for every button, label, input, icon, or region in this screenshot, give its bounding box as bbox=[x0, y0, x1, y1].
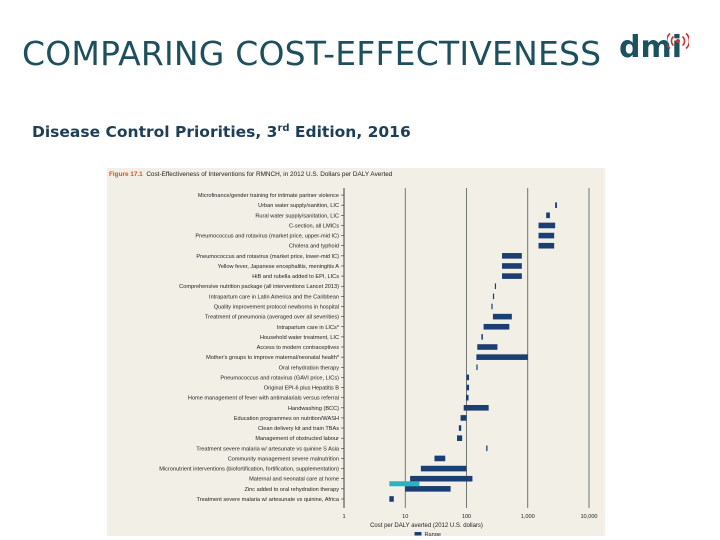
range-bar-11 bbox=[491, 303, 493, 310]
slide-subtitle: Disease Control Priorities, 3rd Edition,… bbox=[32, 123, 411, 141]
category-label-13: Intrapartum care in LICs* bbox=[277, 325, 340, 331]
category-label-26: Community management severe malnutrition bbox=[228, 456, 339, 462]
category-label-2: Rural water supply/sanitation, LIC bbox=[255, 213, 339, 219]
cost-effectiveness-chart: Microfinance/gender training for intimat… bbox=[159, 188, 598, 536]
range-bar-24 bbox=[457, 435, 463, 441]
category-label-11: Quality improvement protocol newborns in… bbox=[214, 304, 339, 310]
category-label-15: Access to modern contraceptives bbox=[257, 345, 340, 351]
category-label-30: Treatment severe malaria w/ artesunate v… bbox=[197, 497, 340, 503]
category-label-18: Pneumococcus and rotavirus (GAVI price, … bbox=[220, 375, 339, 381]
range-bar-29 bbox=[405, 486, 451, 492]
subtitle-main: Disease Control Priorities, 3 bbox=[32, 123, 278, 142]
category-label-6: Pneumococcus and rotavirus (market price… bbox=[196, 254, 339, 260]
x-tick-label-2: 100 bbox=[462, 514, 471, 520]
category-label-0: Microfinance/gender training for intimat… bbox=[198, 193, 339, 199]
legend-label: Range bbox=[425, 532, 441, 536]
range-bar-16 bbox=[476, 354, 528, 360]
category-label-1: Urban water supply/sanition, LIC bbox=[258, 203, 339, 209]
range-bar-22 bbox=[460, 415, 467, 421]
range-bar-21 bbox=[463, 404, 489, 411]
category-label-22: Education programmes on nutrition/WASH bbox=[234, 416, 339, 422]
slide-title: COMPARING COST-EFFECTIVENESS bbox=[22, 34, 602, 73]
dmi-logo: dmi bbox=[619, 30, 683, 65]
range-bar-15 bbox=[477, 344, 498, 350]
category-label-9: Comprehensive nutrition package (all int… bbox=[179, 284, 339, 290]
category-label-5: Cholera and typhoid bbox=[289, 244, 339, 250]
figure-caption-text: Cost-Effectiveness of Interventions for … bbox=[146, 171, 393, 178]
range-bar-23 bbox=[458, 425, 462, 431]
category-label-3: C-section, all LMICs bbox=[289, 223, 339, 229]
category-label-10: Intrapartum care in Latin America and th… bbox=[209, 294, 339, 300]
category-label-29: Zinc added to oral rehydration therapy bbox=[244, 487, 339, 493]
category-label-16: Mother's groups to improve maternal/neon… bbox=[206, 355, 340, 361]
range-bar-3 bbox=[538, 222, 556, 229]
x-tick-label-1: 10 bbox=[402, 514, 408, 520]
range-bar-17 bbox=[476, 364, 478, 371]
range-bar-28 bbox=[410, 475, 473, 482]
range-bar-12 bbox=[492, 313, 512, 320]
legend-swatch bbox=[414, 532, 422, 536]
category-label-24: Management of obstructed labour bbox=[255, 436, 339, 442]
range-bar-6 bbox=[502, 253, 522, 259]
range-bar-9 bbox=[494, 283, 497, 290]
range-bar-7 bbox=[502, 263, 522, 269]
broadcast-icon bbox=[667, 32, 689, 50]
range-bar-19 bbox=[466, 384, 470, 391]
range-bar-2 bbox=[546, 212, 550, 219]
x-tick-label-0: 1 bbox=[342, 514, 345, 520]
range-bar-10 bbox=[492, 293, 495, 300]
category-label-14: Household water treatment, LIC bbox=[260, 335, 339, 341]
category-label-8: HiB and rubella added to EPI, LICs bbox=[252, 274, 339, 280]
range-bar-8 bbox=[502, 273, 522, 279]
range-bar-4 bbox=[538, 232, 555, 239]
category-label-21: Handwashing (BCC) bbox=[288, 406, 339, 412]
figure-caption: Figure 17.1 Cost-Effectiveness of Interv… bbox=[109, 171, 392, 178]
category-label-17: Oral rehydration therapy bbox=[279, 365, 340, 371]
range-bar-18 bbox=[466, 374, 470, 381]
range-bar-25 bbox=[486, 445, 488, 452]
figure-panel: Figure 17.1 Cost-Effectiveness of Interv… bbox=[107, 168, 605, 536]
category-label-28: Maternal and neonatal care at home bbox=[249, 477, 339, 483]
category-label-4: Pneumococcus and rotavirus (market price… bbox=[195, 234, 339, 240]
range-bar-1 bbox=[555, 202, 557, 208]
range-bar-5 bbox=[538, 242, 555, 249]
category-label-25: Treatment severe malaria w/ artesunate v… bbox=[196, 446, 340, 452]
range-bar-26 bbox=[434, 455, 446, 462]
category-label-20: Home management of fever with antimalari… bbox=[188, 396, 339, 402]
highlight-bar-29 bbox=[389, 481, 420, 487]
category-label-19: Original EPI-6 plus Hepatitis B bbox=[264, 386, 340, 392]
range-bar-30 bbox=[389, 496, 394, 502]
category-label-23: Clean delivery kit and train TBAs bbox=[258, 426, 339, 432]
range-bar-14 bbox=[481, 334, 483, 340]
range-bar-13 bbox=[483, 323, 510, 330]
subtitle-superscript: rd bbox=[277, 123, 290, 134]
range-bar-20 bbox=[465, 394, 469, 401]
figure-label: Figure 17.1 bbox=[109, 171, 143, 178]
category-label-7: Yellow fever, Japanese encephalitis, men… bbox=[218, 264, 340, 270]
category-label-27: Micronutrient interventions (biofortific… bbox=[159, 467, 339, 473]
range-bar-27 bbox=[420, 465, 467, 472]
x-axis-label: Cost per DALY averted (2012 U.S. dollars… bbox=[370, 523, 483, 529]
subtitle-rest: Edition, 2016 bbox=[289, 123, 411, 142]
x-tick-label-3: 1,000 bbox=[521, 514, 535, 520]
category-label-12: Treatment of pneumonia (averaged over al… bbox=[205, 315, 339, 321]
x-tick-label-4: 10,000 bbox=[580, 514, 597, 520]
